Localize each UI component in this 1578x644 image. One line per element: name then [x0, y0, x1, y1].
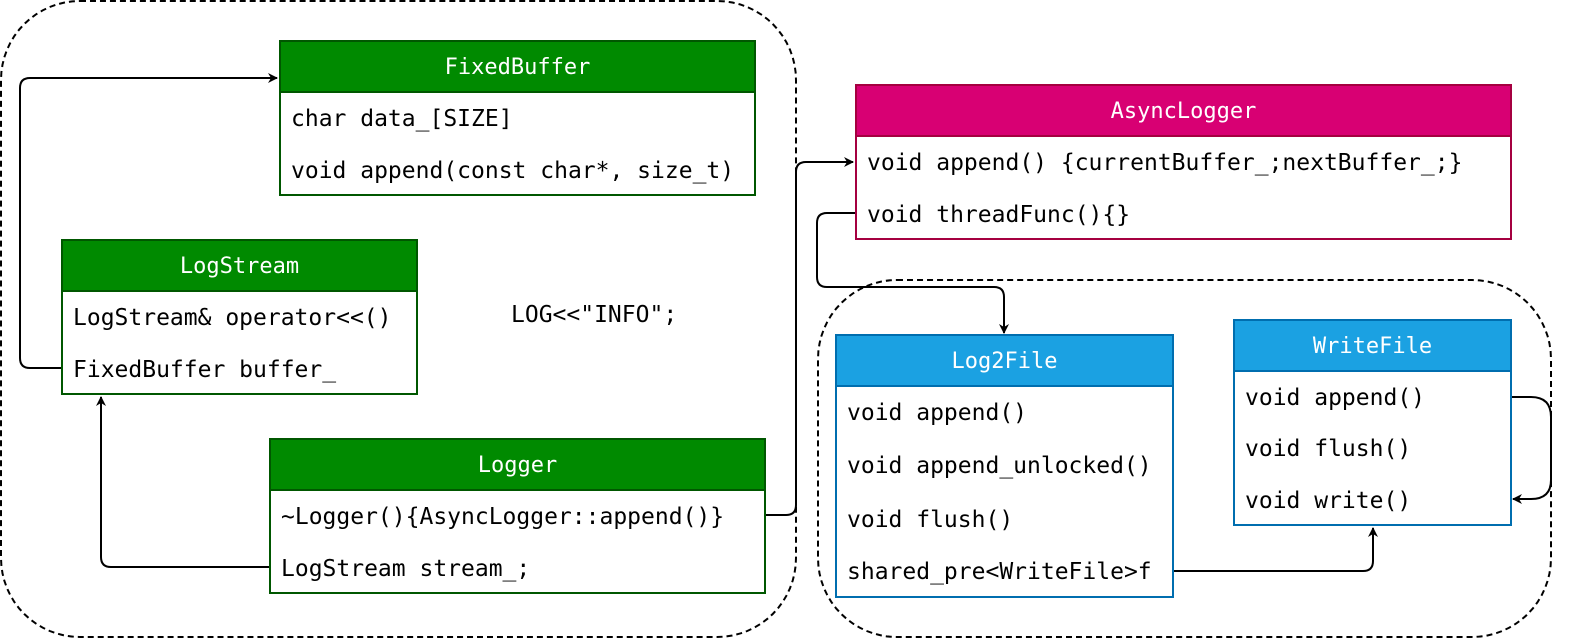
class-fixedbuffer-title: FixedBuffer — [281, 42, 754, 93]
logstream-member-buffer: FixedBuffer buffer_ — [73, 357, 337, 383]
class-fixedbuffer[interactable]: FixedBuffer char data_[SIZE] void append… — [279, 40, 756, 196]
arrow-logstream-to-fixedbuffer — [19, 73, 278, 369]
class-logstream-title: LogStream — [63, 241, 416, 292]
class-asynclogger[interactable]: AsyncLogger void append() {currentBuffer… — [855, 84, 1512, 240]
log2file-member-writefile-ptr: shared_pre<WriteFile>f — [847, 559, 1152, 585]
arrow-log2file-to-writefile — [1173, 527, 1378, 572]
writefile-member-append: void append() — [1245, 385, 1426, 411]
arrow-asynclogger-to-log2file — [816, 212, 1009, 334]
writefile-member-flush: void flush() — [1245, 436, 1412, 462]
writefile-member-write: void write() — [1245, 488, 1412, 514]
log2file-member-append-unlocked: void append_unlocked() — [847, 453, 1152, 479]
fixedbuffer-member-append: void append(const char*, size_t) — [291, 158, 735, 184]
class-log2file-title: Log2File — [837, 336, 1172, 387]
class-writefile[interactable]: WriteFile void append() void flush() voi… — [1233, 319, 1512, 526]
arrow-writefile-self — [1511, 396, 1552, 504]
arrow-logger-to-asynclogger — [766, 157, 854, 516]
log2file-member-flush: void flush() — [847, 507, 1014, 533]
logger-member-destructor: ~Logger(){AsyncLogger::append()} — [281, 504, 725, 530]
class-logstream[interactable]: LogStream LogStream& operator<<() FixedB… — [61, 239, 418, 395]
logstream-member-operator: LogStream& operator<<() — [73, 305, 392, 331]
class-writefile-title: WriteFile — [1235, 321, 1510, 372]
class-log2file[interactable]: Log2File void append() void append_unloc… — [835, 334, 1174, 598]
asynclogger-member-append: void append() {currentBuffer_;nextBuffer… — [867, 150, 1463, 176]
logger-member-stream: LogStream stream_; — [281, 556, 531, 582]
arrow-logger-to-logstream — [96, 396, 269, 568]
fixedbuffer-member-data: char data_[SIZE] — [291, 106, 513, 132]
class-logger-title: Logger — [271, 440, 764, 491]
class-logger[interactable]: Logger ~Logger(){AsyncLogger::append()} … — [269, 438, 766, 594]
log2file-member-append: void append() — [847, 400, 1028, 426]
asynclogger-member-threadfunc: void threadFunc(){} — [867, 202, 1131, 228]
class-asynclogger-title: AsyncLogger — [857, 86, 1510, 137]
log-usage-annotation: LOG<<"INFO"; — [511, 302, 678, 328]
